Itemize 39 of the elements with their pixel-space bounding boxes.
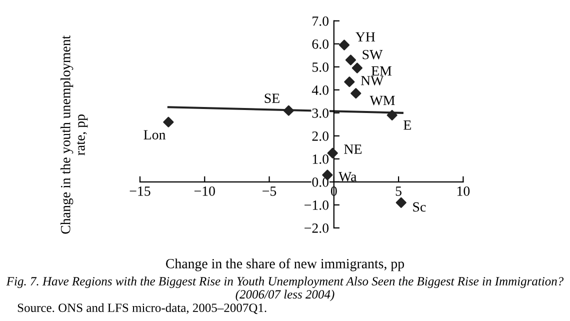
annotation: NW <box>360 76 384 86</box>
x-tick-label: −5 <box>262 186 276 196</box>
point <box>345 54 356 66</box>
point <box>352 62 362 74</box>
x-tick-label: −10 <box>194 186 215 196</box>
y-tick-label: 5.0 <box>312 62 329 72</box>
annotation: E <box>404 120 411 130</box>
x-tick-label: 10 <box>457 186 470 196</box>
annotation: Sc <box>413 202 426 212</box>
annotation: NE <box>344 144 362 154</box>
point <box>338 40 350 50</box>
y-tick-label: 4.0 <box>312 85 329 95</box>
y-tick-label: 7.0 <box>312 16 329 26</box>
point <box>163 116 174 128</box>
point <box>344 76 355 88</box>
point <box>386 110 398 120</box>
point <box>283 105 294 116</box>
annotation: Lon <box>144 130 166 140</box>
annotation: EM <box>371 66 392 76</box>
annotation: Wa <box>338 172 357 182</box>
y-tick-label: 3.0 <box>312 108 329 118</box>
y-axis-title: Change in the youth unemployment rate, pp <box>60 35 88 234</box>
caption: Fig. 7. Have Regions with the Biggest Rise in Youth Unemployment Also Seen the Biggest Rise in Immigration? (2006/07 less 2004) <box>6 276 564 302</box>
y-tick-label: −2.0 <box>304 223 329 233</box>
annotation: SE <box>264 94 280 103</box>
y-tick-label: 6.0 <box>312 39 329 49</box>
x-axis-title: Change in the share of new immigrants, pp <box>166 258 404 272</box>
annotation: SW <box>362 50 383 60</box>
x-tick-label: −15 <box>130 186 150 196</box>
y-tick-label: 1.0 <box>312 154 329 164</box>
point <box>396 197 406 208</box>
point <box>350 88 362 99</box>
point <box>327 148 338 158</box>
annotation: YH <box>356 32 376 42</box>
y-tick-label: 2.0 <box>312 131 329 141</box>
annotation: WM <box>370 96 395 106</box>
source-note: Source. ONS and LFS micro-data, 2005–2007Q1. <box>18 303 266 314</box>
x-tick-label: 5 <box>396 186 402 196</box>
y-tick-label: −1.0 <box>304 200 329 210</box>
